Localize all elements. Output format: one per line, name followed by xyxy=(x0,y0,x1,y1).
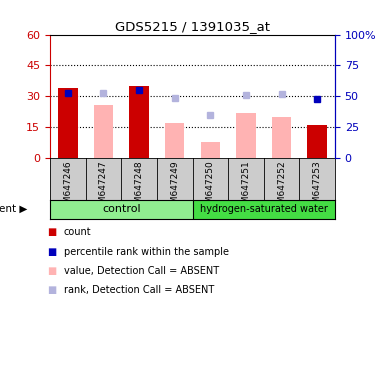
Text: agent ▶: agent ▶ xyxy=(0,205,27,215)
Text: GSM647250: GSM647250 xyxy=(206,160,215,215)
Title: GDS5215 / 1391035_at: GDS5215 / 1391035_at xyxy=(115,20,270,33)
Bar xyxy=(50,200,192,219)
Bar xyxy=(272,117,291,158)
Bar xyxy=(58,88,78,158)
Text: GSM647252: GSM647252 xyxy=(277,160,286,215)
Bar xyxy=(201,142,220,158)
Text: ■: ■ xyxy=(47,285,57,295)
Text: GSM647251: GSM647251 xyxy=(241,160,250,215)
Bar xyxy=(236,113,256,158)
Text: value, Detection Call = ABSENT: value, Detection Call = ABSENT xyxy=(64,266,219,276)
Text: ■: ■ xyxy=(47,247,57,257)
Text: GSM647249: GSM647249 xyxy=(170,160,179,215)
Text: GSM647246: GSM647246 xyxy=(64,160,72,215)
Text: rank, Detection Call = ABSENT: rank, Detection Call = ABSENT xyxy=(64,285,214,295)
Bar xyxy=(94,104,113,158)
Text: GSM647247: GSM647247 xyxy=(99,160,108,215)
Bar xyxy=(192,200,335,219)
Text: GSM647248: GSM647248 xyxy=(135,160,144,215)
Bar xyxy=(129,86,149,158)
Text: ■: ■ xyxy=(47,266,57,276)
Text: percentile rank within the sample: percentile rank within the sample xyxy=(64,247,229,257)
Bar xyxy=(165,123,184,158)
Text: hydrogen-saturated water: hydrogen-saturated water xyxy=(200,205,328,215)
Text: ■: ■ xyxy=(47,227,57,237)
Text: count: count xyxy=(64,227,91,237)
Bar xyxy=(307,125,327,158)
Text: control: control xyxy=(102,205,141,215)
Text: GSM647253: GSM647253 xyxy=(313,160,321,215)
